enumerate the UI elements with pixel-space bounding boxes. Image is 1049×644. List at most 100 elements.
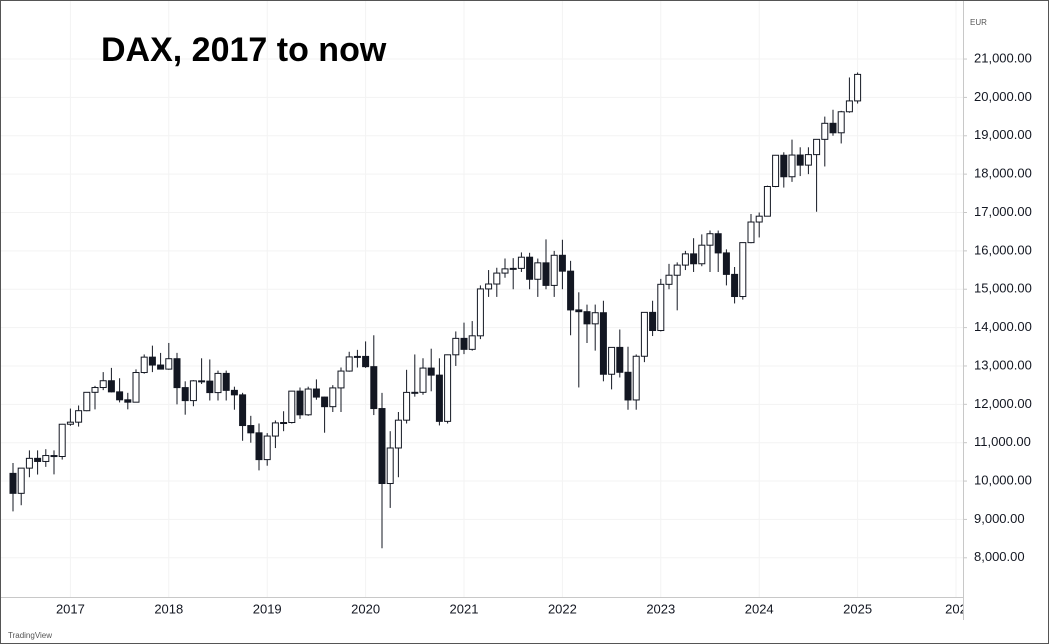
x-tick-label: 2025 [843, 601, 872, 616]
candle-body [550, 254, 558, 286]
candle-body [690, 253, 698, 265]
x-tick-label: 202 [945, 601, 967, 616]
candle-body [419, 367, 427, 393]
x-tick-label: 2019 [253, 601, 282, 616]
candle-body [165, 358, 173, 370]
candle-body [25, 457, 33, 469]
chart-title: DAX, 2017 to now [101, 31, 387, 69]
candle-body [255, 432, 263, 461]
candle-body [739, 242, 747, 298]
candle-body [714, 233, 722, 254]
x-tick-label: 2017 [56, 601, 85, 616]
candle-body [452, 337, 460, 356]
candle-body [386, 447, 394, 485]
candle-body [378, 408, 386, 485]
y-tick-label: 16,000.00 [974, 242, 1032, 257]
x-tick-label: 2022 [548, 601, 577, 616]
candle-body [517, 256, 525, 269]
candle-body [370, 366, 378, 410]
candle-body [148, 356, 156, 366]
y-tick-label: 12,000.00 [974, 396, 1032, 411]
candle-body [673, 264, 681, 276]
candle-body [181, 387, 189, 402]
candle-body [501, 268, 509, 274]
candle-body [411, 391, 419, 394]
x-tick-label: 2023 [646, 601, 675, 616]
candle-body [509, 267, 517, 270]
candle-body [329, 387, 337, 408]
candle-body [312, 388, 320, 398]
candle-body [83, 391, 91, 412]
y-tick-label: 18,000.00 [974, 166, 1032, 181]
candle-body [247, 425, 255, 434]
candle-body [575, 309, 583, 313]
candle-body [91, 387, 99, 393]
candle-body [173, 358, 181, 389]
candle-body [485, 283, 493, 290]
x-tick-label: 2020 [351, 601, 380, 616]
candle-body [747, 221, 755, 244]
candle-body [542, 262, 550, 286]
candle-body [304, 388, 312, 416]
y-tick-label: 20,000.00 [974, 89, 1032, 104]
x-tick-label: 2018 [154, 601, 183, 616]
candle-body [50, 455, 58, 458]
y-tick-label: 9,000.00 [974, 511, 1025, 526]
candle-body [206, 380, 214, 394]
candle-body [599, 312, 607, 375]
candle-body [230, 389, 238, 396]
candle-body [460, 337, 468, 350]
y-tick-label: 11,000.00 [974, 434, 1031, 449]
candle-body [214, 372, 222, 394]
y-tick-label: 17,000.00 [974, 204, 1032, 219]
candle-body [722, 252, 730, 275]
candle-body [558, 254, 566, 272]
candle-body [222, 372, 230, 391]
candle-body [296, 390, 304, 416]
candle-body [821, 122, 829, 140]
candle-body [616, 346, 624, 373]
candle-body [829, 122, 837, 134]
candle-body [107, 380, 115, 393]
candle-body [649, 311, 657, 332]
candle-body [468, 335, 476, 350]
candle-body [116, 391, 124, 401]
candle-body [345, 356, 353, 372]
candle-body [788, 154, 796, 178]
candle-body [444, 354, 452, 422]
candle-body [706, 233, 714, 246]
candle-body [854, 73, 862, 102]
candle-body [75, 410, 83, 423]
candle-body [34, 457, 42, 462]
candle-body [394, 419, 402, 449]
candle-body [124, 399, 132, 403]
candle-body [813, 138, 821, 156]
candle-body [493, 272, 501, 285]
candle-body [567, 270, 575, 311]
candle-body [9, 472, 17, 494]
candle-body [632, 355, 640, 401]
candle-body [189, 380, 197, 402]
candle-body [804, 154, 812, 166]
candle-body [132, 372, 140, 403]
candle-body [755, 215, 763, 223]
candle-body [288, 390, 296, 424]
candle-body [681, 253, 689, 266]
candle-body [353, 355, 361, 358]
candle-body [66, 421, 74, 425]
candle-body [583, 311, 591, 325]
y-tick-label: 19,000.00 [974, 127, 1032, 142]
currency-label: EUR [970, 18, 987, 27]
y-tick-label: 21,000.00 [974, 50, 1032, 65]
candle-body [239, 394, 247, 427]
candle-body [198, 380, 206, 383]
candle-body [534, 262, 542, 280]
candle-body [99, 380, 107, 389]
x-tick-label: 2024 [745, 601, 774, 616]
candles [9, 72, 862, 549]
x-tick-label: 2021 [450, 601, 479, 616]
candle-body [526, 256, 534, 280]
candle-body [665, 274, 673, 285]
